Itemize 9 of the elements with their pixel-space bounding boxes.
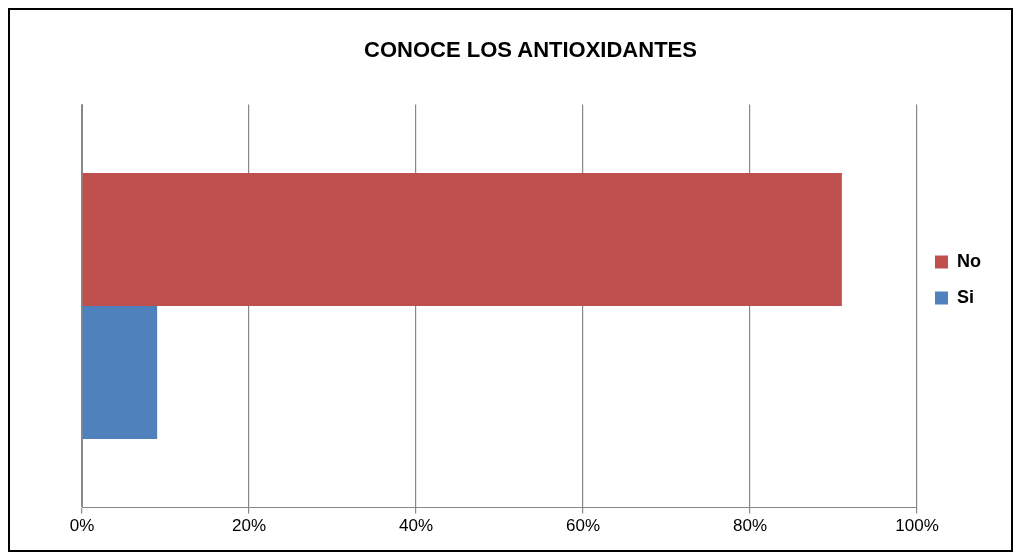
x-tick-label: 0%	[69, 516, 95, 536]
x-tick-label: 40%	[398, 516, 434, 536]
x-tick-label: 20%	[231, 516, 267, 536]
legend-label: No	[957, 250, 982, 271]
x-tick-label: 100%	[895, 516, 939, 536]
chart-title: CONOCE LOS ANTIOXIDANTES	[364, 37, 697, 63]
x-tick-label: 80%	[732, 516, 768, 536]
x-tick-label: 60%	[565, 516, 601, 536]
legend-label: Si	[957, 286, 975, 307]
